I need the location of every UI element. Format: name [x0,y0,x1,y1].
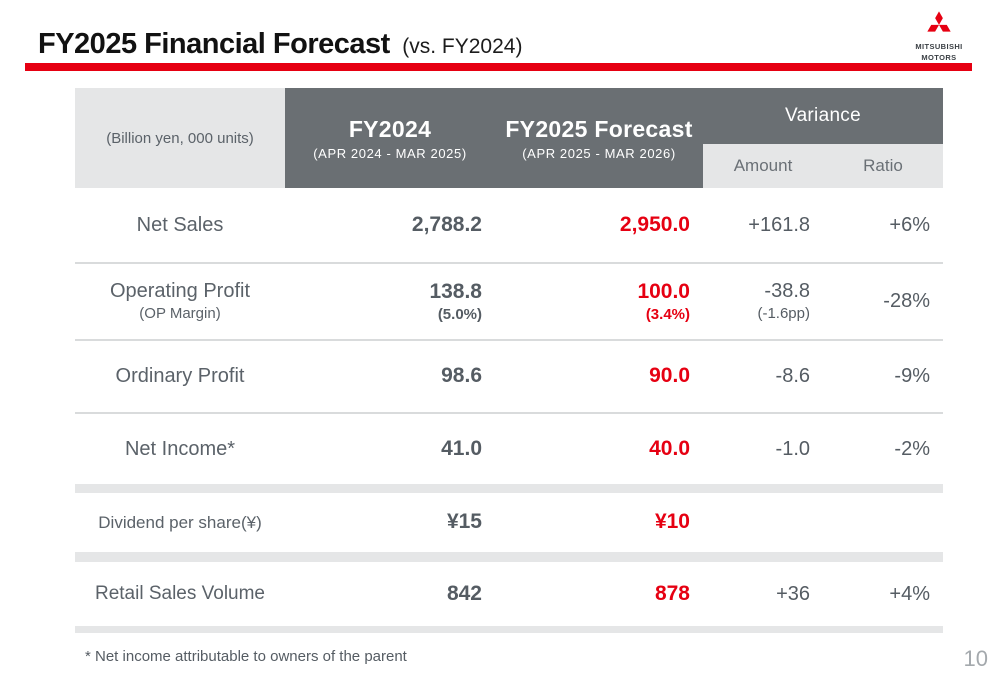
title-divider-rule [25,63,972,71]
row-separator [75,339,943,341]
variance-amount-value: -38.8 [764,280,810,303]
fy2025-period: (APR 2025 - MAR 2026) [522,145,676,161]
fy2024-value: 41.0 [441,436,482,460]
fy2024-value: 138.8 [429,279,482,303]
fy2025-value: 90.0 [649,364,690,388]
table-row-ordinary-profit: Ordinary Profit 98.6 90.0 -8.6 -9% [75,341,943,412]
variance-amount-label: Amount [733,156,793,175]
fy2025-label: FY2025 Forecast [505,115,693,142]
row-label: Net Income* [124,437,236,460]
mitsubishi-motors-logo: MITSUBISHI MOTORS [908,8,970,63]
fy2024-value: ¥15 [446,510,482,534]
section-divider-band [75,484,943,493]
fy2025-value: 40.0 [649,436,690,460]
fy2024-value: 842 [446,581,482,605]
variance-amount-value: -8.6 [775,365,810,387]
fy2024-label: FY2024 [348,115,432,142]
variance-ratio-value: +4% [889,582,930,605]
footnote: * Net income attributable to owners of t… [85,648,407,665]
table-row-net-sales: Net Sales 2,788.2 2,950.0 +161.8 +6% [75,188,943,262]
page-number: 10 [963,646,988,671]
fy2024-period: (APR 2024 - MAR 2025) [313,145,467,161]
variance-amount-value: -1.0 [775,437,810,460]
variance-amount-sub: (-1.6pp) [757,305,810,323]
brand-name-line2: MOTORS [921,53,957,63]
column-header-fy2024: FY2024 (APR 2024 - MAR 2025) [285,88,495,188]
table-row-retail-sales-volume: Retail Sales Volume 842 878 +36 +4% [75,562,943,626]
table-row-operating-profit: Operating Profit (OP Margin) 138.8 (5.0%) … [75,264,943,339]
fy2025-value: 878 [654,581,690,605]
financial-forecast-table: (Billion yen, 000 units) FY2024 (APR 202… [75,88,943,633]
fy2025-value: ¥10 [654,510,690,534]
column-header-variance: Variance Amount Ratio [703,88,943,188]
row-separator [75,262,943,264]
section-divider-band [75,552,943,562]
variance-subheader: Amount Ratio [703,144,943,188]
row-separator [75,412,943,414]
row-label-sub: (OP Margin) [139,305,221,323]
brand-name-line1: MITSUBISHI [915,42,963,51]
row-label: Net Sales [136,213,224,236]
variance-ratio-value: -2% [894,437,930,460]
row-label: Dividend per share(¥) [98,512,262,532]
page-title-subtitle: (vs. FY2024) [402,35,523,58]
table-row-net-income: Net Income* 41.0 40.0 -1.0 -2% [75,414,943,484]
variance-amount-value: +161.8 [748,213,810,236]
fy2025-sub-value: (3.4%) [645,305,690,323]
column-header-fy2025-forecast: FY2025 Forecast (APR 2025 - MAR 2026) [495,88,703,188]
row-label: Operating Profit [109,280,251,303]
fy2024-value: 98.6 [441,364,482,388]
variance-ratio-value: -9% [894,365,930,387]
fy2025-value: 100.0 [637,279,690,303]
fy2025-value: 2,950.0 [619,212,690,236]
variance-ratio-value: +6% [889,213,930,236]
mitsubishi-diamond-icon [908,8,970,40]
page-title: FY2025 Financial Forecast [38,28,390,60]
variance-amount-value: +36 [776,582,810,605]
unit-label-cell: (Billion yen, 000 units) [75,88,285,188]
row-label: Ordinary Profit [115,365,245,387]
title-row: FY2025 Financial Forecast (vs. FY2024) [38,28,970,61]
fy2024-value: 2,788.2 [411,212,482,236]
table-row-dividend-per-share: Dividend per share(¥) ¥15 ¥10 [75,493,943,552]
table-header: (Billion yen, 000 units) FY2024 (APR 202… [75,88,943,188]
table-bottom-band [75,626,943,633]
variance-label: Variance [703,88,943,144]
variance-ratio-value: -28% [883,290,930,312]
variance-ratio-label: Ratio [863,156,903,175]
fy2024-sub-value: (5.0%) [437,305,482,323]
row-label: Retail Sales Volume [94,583,266,605]
